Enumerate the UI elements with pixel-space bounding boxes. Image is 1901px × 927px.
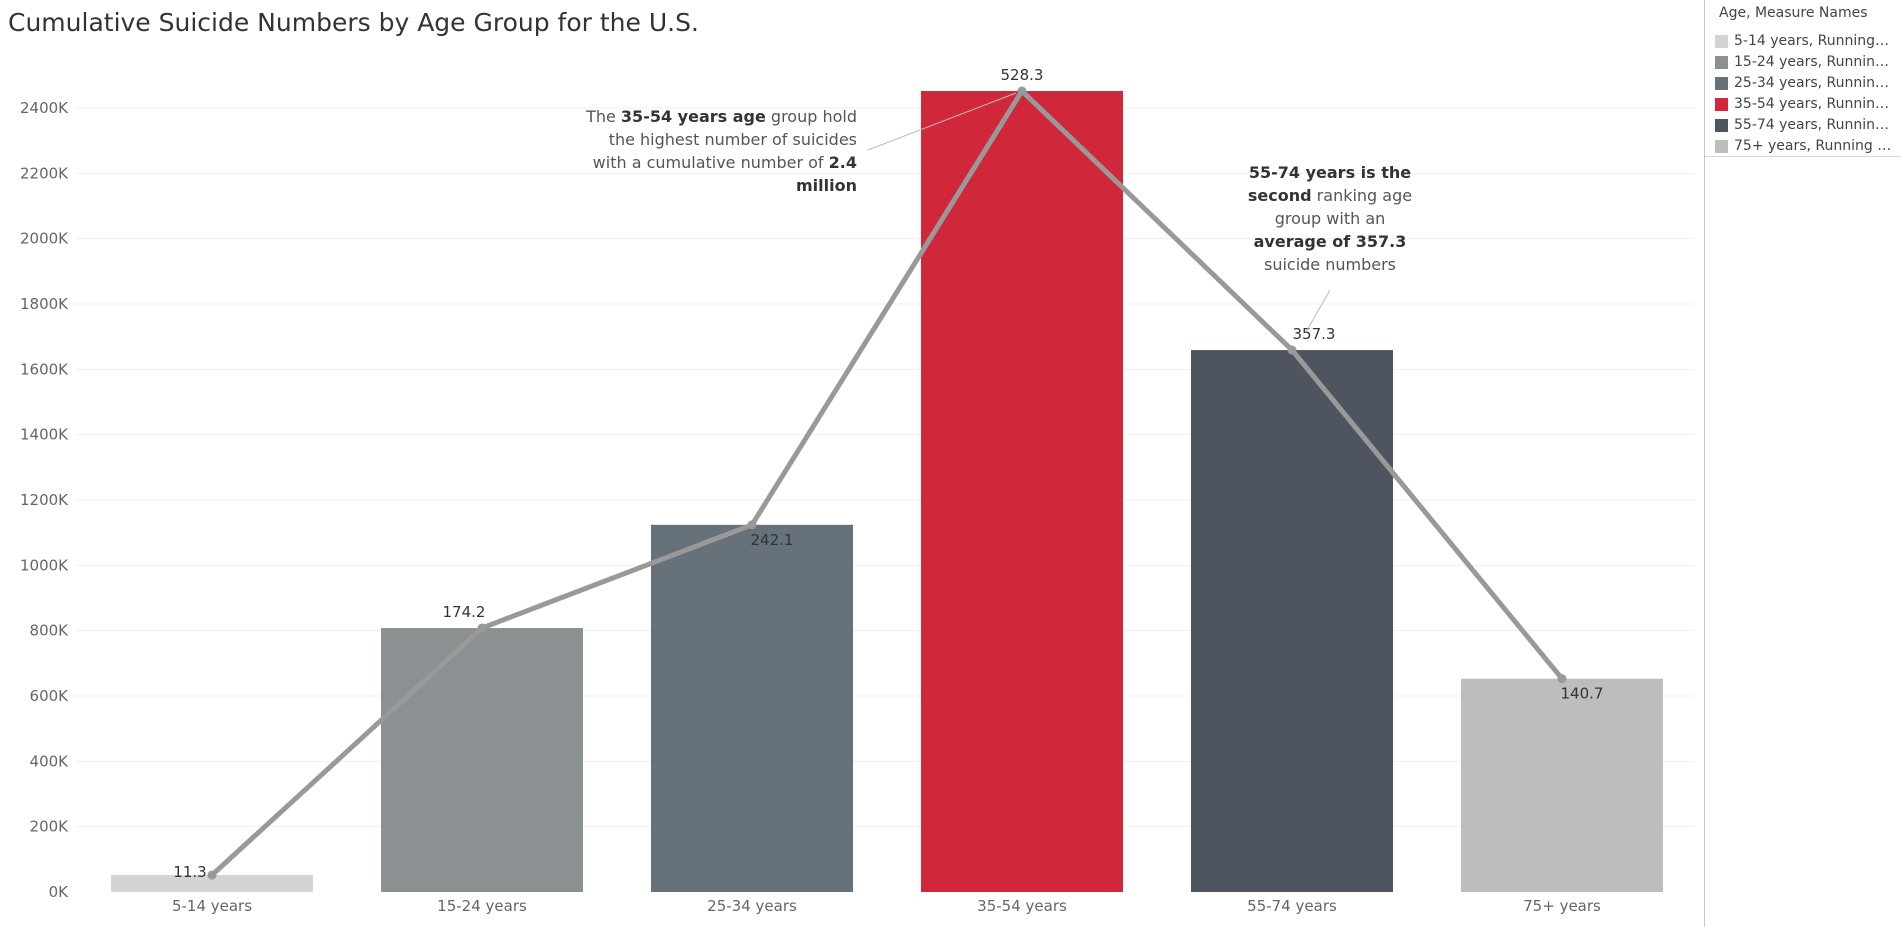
y-tick-label: 1000K: [20, 556, 69, 574]
annotation-line: second ranking age: [1248, 186, 1412, 205]
y-tick-label: 1800K: [20, 295, 69, 313]
y-tick-label: 2200K: [20, 164, 69, 182]
bar-25-34-years: [651, 524, 853, 892]
bar-35-54-years: [921, 91, 1123, 893]
legend-swatch: [1715, 139, 1728, 153]
line-point: [747, 520, 757, 530]
legend-swatch: [1715, 55, 1728, 69]
legend-swatch: [1715, 118, 1728, 132]
y-tick-label: 200K: [30, 818, 70, 836]
y-tick-label: 2000K: [20, 230, 69, 248]
legend-label: 5-14 years, Running S..: [1734, 33, 1892, 49]
x-tick-label: 5-14 years: [172, 897, 252, 915]
data-label: 140.7: [1561, 685, 1604, 703]
x-axis: 5-14 years 15-24 years 25-34 years 35-54 ye…: [172, 897, 1601, 915]
legend-item-55-74[interactable]: 55-74 years, Running ..: [1715, 115, 1901, 135]
annotation-line: with a cumulative number of 2.4: [593, 153, 857, 172]
legend-swatch: [1715, 97, 1728, 111]
legend-label: 75+ years, Running Su..: [1734, 138, 1892, 154]
legend-swatch: [1715, 76, 1728, 90]
data-label: 528.3: [1001, 66, 1044, 84]
annotation-line: 55-74 years is the: [1249, 163, 1411, 182]
data-label: 11.3: [173, 863, 206, 881]
legend-label: 35-54 years, Running ..: [1734, 96, 1892, 112]
chart-title: Cumulative Suicide Numbers by Age Group …: [8, 8, 699, 37]
annotation-line: million: [796, 176, 857, 195]
annotation-35-54: The 35-54 years age group hold the highes…: [585, 107, 857, 195]
y-tick-label: 800K: [30, 622, 70, 640]
bar-55-74-years: [1191, 350, 1393, 892]
y-tick-label: 0K: [49, 883, 70, 901]
legend-swatch: [1715, 34, 1728, 48]
legend-label: 15-24 years, Running ..: [1734, 54, 1892, 70]
line-series: 11.3 174.2 242.1 528.3 357.3 140.7: [173, 66, 1603, 881]
legend-item-75plus[interactable]: 75+ years, Running Su..: [1715, 136, 1901, 156]
legend-item-15-24[interactable]: 15-24 years, Running ..: [1715, 52, 1901, 72]
x-tick-label: 75+ years: [1523, 897, 1601, 915]
legend-item-5-14[interactable]: 5-14 years, Running S..: [1715, 31, 1901, 51]
y-tick-label: 400K: [30, 752, 70, 770]
annotation-line: average of 357.3: [1254, 232, 1407, 251]
data-label: 174.2: [443, 603, 486, 621]
y-tick-label: 1400K: [20, 426, 69, 444]
legend-item-35-54[interactable]: 35-54 years, Running ..: [1715, 94, 1901, 114]
leader-line: [867, 92, 1017, 151]
x-tick-label: 35-54 years: [977, 897, 1067, 915]
legend-label: 25-34 years, Running ..: [1734, 75, 1892, 91]
leader-line: [1305, 289, 1331, 333]
line-point: [207, 870, 217, 880]
annotations: The 35-54 years age group hold the highes…: [585, 92, 1412, 333]
y-axis: 0K 200K 400K 600K 800K 1000K 1200K 1400K 1600K 18…: [20, 99, 69, 901]
line-point: [1287, 345, 1297, 355]
gridlines: [75, 107, 1695, 828]
line-path: [210, 88, 1564, 877]
bar-75-years: [1461, 678, 1663, 892]
data-label: 357.3: [1293, 325, 1336, 343]
y-tick-label: 600K: [30, 687, 70, 705]
y-tick-label: 1600K: [20, 360, 69, 378]
line-point: [477, 623, 487, 633]
x-tick-label: 55-74 years: [1247, 897, 1337, 915]
y-tick-label: 1200K: [20, 491, 69, 509]
legend: Age, Measure Names 5-14 years, Running S…: [1705, 0, 1901, 157]
bar-5-14-years: [111, 875, 313, 892]
annotation-line: The 35-54 years age group hold: [585, 107, 857, 126]
line-point: [1017, 86, 1027, 96]
y-tick-label: 2400K: [20, 99, 69, 117]
line-point: [1557, 674, 1567, 684]
data-label: 242.1: [751, 531, 794, 549]
chart-area: 0K 200K 400K 600K 800K 1000K 1200K 1400K 1600K 18…: [20, 66, 1695, 915]
x-tick-label: 15-24 years: [437, 897, 527, 915]
x-tick-label: 25-34 years: [707, 897, 797, 915]
bar-15-24-years: [381, 628, 583, 892]
legend-panel: Age, Measure Names 5-14 years, Running S…: [1704, 0, 1901, 927]
legend-item-25-34[interactable]: 25-34 years, Running ..: [1715, 73, 1901, 93]
annotation-line: suicide numbers: [1264, 255, 1396, 274]
legend-label: 55-74 years, Running ..: [1734, 117, 1892, 133]
annotation-55-74: 55-74 years is the second ranking age grou…: [1248, 163, 1412, 274]
annotation-line: the highest number of suicides: [609, 130, 857, 149]
annotation-line: group with an: [1275, 209, 1386, 228]
bars: [111, 91, 1663, 893]
legend-title: Age, Measure Names: [1719, 5, 1868, 21]
